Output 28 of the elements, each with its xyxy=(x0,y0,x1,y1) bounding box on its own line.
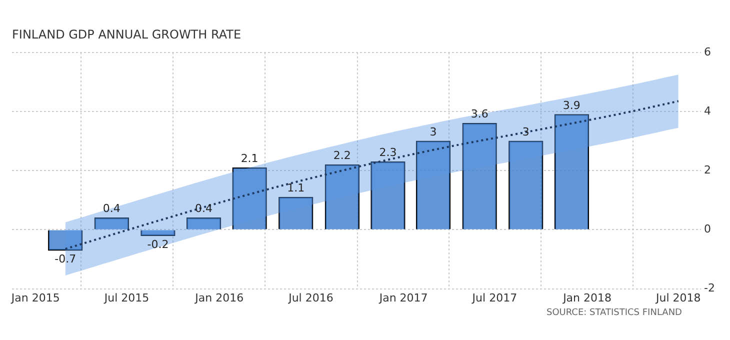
data-label: 3.6 xyxy=(470,108,488,121)
data-label: 2.3 xyxy=(379,146,397,160)
data-label: 0.4 xyxy=(102,202,120,216)
x-tick-label: Jan 2015 xyxy=(10,291,60,304)
y-tick-label: 0 xyxy=(704,222,712,236)
data-label: 2.1 xyxy=(240,152,258,166)
x-tick-label: Jul 2017 xyxy=(471,291,518,304)
chart-title: FINLAND GDP ANNUAL GROWTH RATE xyxy=(12,27,242,42)
data-label: 1.1 xyxy=(287,182,305,195)
x-tick-label: Jan 2018 xyxy=(562,291,612,304)
x-tick-label: Jan 2017 xyxy=(378,291,428,304)
x-tick-label: Jan 2016 xyxy=(194,291,244,304)
data-label: -0.7 xyxy=(54,252,76,266)
x-tick-label: Jul 2016 xyxy=(288,291,334,304)
y-tick-label: 2 xyxy=(704,163,712,176)
y-tick-label: -2 xyxy=(704,282,715,295)
x-tick-label: Jul 2015 xyxy=(103,291,150,304)
source-note: SOURCE: STATISTICS FINLAND xyxy=(545,308,683,318)
data-label: 3 xyxy=(430,125,437,138)
data-label: -0.2 xyxy=(147,238,169,251)
data-label: 3 xyxy=(522,125,530,138)
y-tick-label: 6 xyxy=(704,45,712,58)
data-label: 2.2 xyxy=(333,149,351,162)
data-label: 0.4 xyxy=(195,202,213,216)
line-series xyxy=(64,100,680,250)
x-tick-label: Jul 2018 xyxy=(655,291,701,304)
y-tick-label: 4 xyxy=(704,104,712,118)
data-label: 3.9 xyxy=(562,98,580,112)
